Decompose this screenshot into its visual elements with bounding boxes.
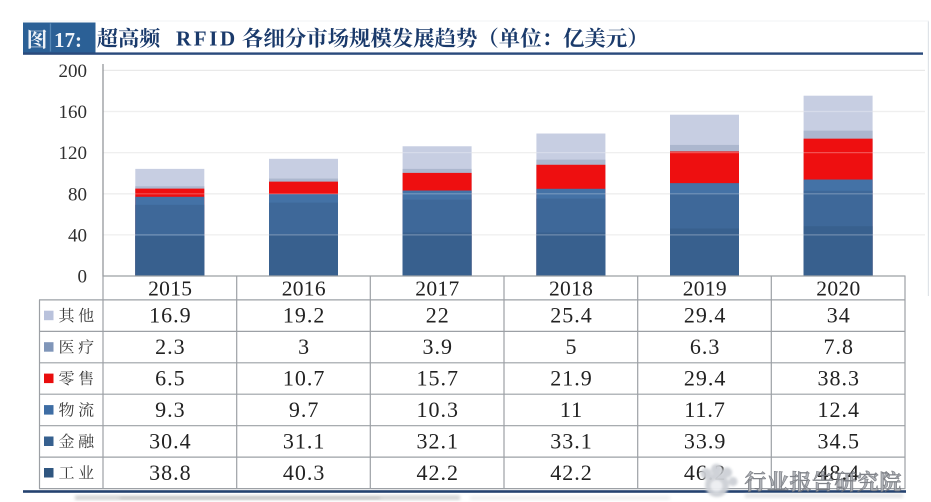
svg-text:11.7: 11.7 <box>684 397 726 422</box>
svg-text:21.9: 21.9 <box>550 366 593 391</box>
svg-text:31.1: 31.1 <box>283 428 326 453</box>
svg-text:9.7: 9.7 <box>289 397 320 422</box>
svg-text:2016: 2016 <box>282 276 326 300</box>
svg-text:42.2: 42.2 <box>417 460 460 485</box>
svg-text:33.1: 33.1 <box>550 428 593 453</box>
svg-text:9.3: 9.3 <box>155 397 186 422</box>
svg-text:19.2: 19.2 <box>283 303 326 328</box>
svg-text:3.9: 3.9 <box>423 334 454 359</box>
svg-text:16.9: 16.9 <box>149 303 192 328</box>
svg-text:40.3: 40.3 <box>283 460 326 485</box>
svg-text:2017: 2017 <box>415 276 459 300</box>
svg-text:3: 3 <box>298 334 310 359</box>
svg-text:10.3: 10.3 <box>417 397 460 422</box>
svg-text:7.8: 7.8 <box>824 334 855 359</box>
svg-text:2015: 2015 <box>148 276 192 300</box>
svg-text:34: 34 <box>827 303 851 328</box>
svg-text:30.4: 30.4 <box>149 428 192 453</box>
svg-text:40: 40 <box>68 226 87 247</box>
svg-text:200: 200 <box>59 61 88 82</box>
svg-text:2.3: 2.3 <box>155 334 186 359</box>
svg-text:2018: 2018 <box>549 276 593 300</box>
svg-text:120: 120 <box>59 143 88 164</box>
svg-text:2020: 2020 <box>816 276 860 300</box>
svg-text:29.4: 29.4 <box>684 303 727 328</box>
svg-text:10.7: 10.7 <box>283 366 326 391</box>
svg-text:32.1: 32.1 <box>417 428 460 453</box>
svg-text:38.8: 38.8 <box>149 460 192 485</box>
svg-text:80: 80 <box>68 184 87 205</box>
svg-text:42.2: 42.2 <box>550 460 593 485</box>
svg-text:0: 0 <box>78 267 88 288</box>
svg-text:15.7: 15.7 <box>417 366 460 391</box>
svg-text:34.5: 34.5 <box>818 428 861 453</box>
svg-text:17:: 17: <box>54 28 82 52</box>
svg-text:25.4: 25.4 <box>550 303 593 328</box>
svg-text:5: 5 <box>566 334 578 359</box>
svg-text:22: 22 <box>426 303 450 328</box>
svg-text:12.4: 12.4 <box>818 397 861 422</box>
svg-text:RFID: RFID <box>176 26 238 50</box>
svg-text:38.3: 38.3 <box>818 366 861 391</box>
svg-text:160: 160 <box>59 102 88 123</box>
svg-text:6.5: 6.5 <box>155 366 186 391</box>
svg-text:33.9: 33.9 <box>684 428 727 453</box>
svg-text:29.4: 29.4 <box>684 366 727 391</box>
svg-text:11: 11 <box>560 397 583 422</box>
svg-text:6.3: 6.3 <box>690 334 721 359</box>
svg-text:2019: 2019 <box>683 276 727 300</box>
